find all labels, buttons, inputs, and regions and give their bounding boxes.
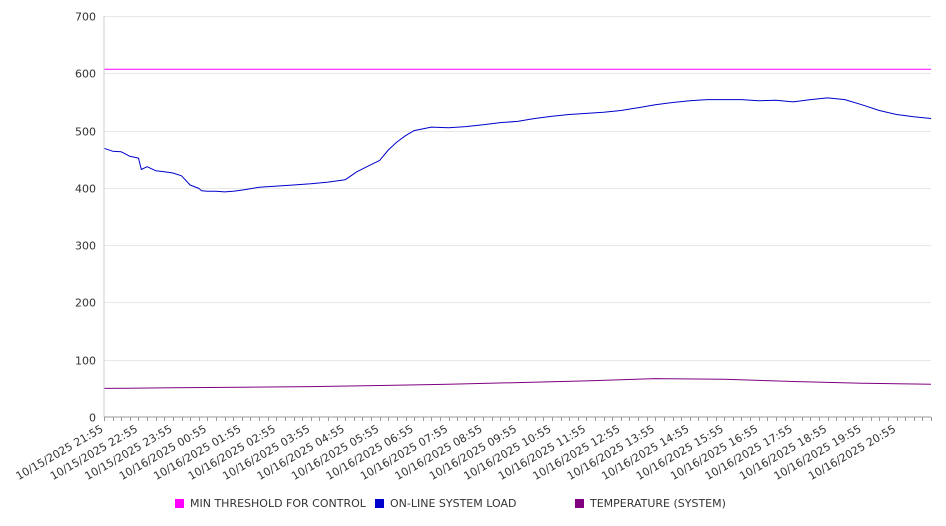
y-tick-label: 300 bbox=[75, 240, 96, 253]
series-line-3 bbox=[103, 378, 932, 389]
legend-swatch bbox=[175, 499, 184, 508]
y-tick-label: 100 bbox=[75, 355, 96, 368]
legend-item-threshold[interactable]: MIN THRESHOLD FOR CONTROL bbox=[175, 497, 366, 510]
y-tick-label: 700 bbox=[75, 11, 96, 24]
legend-item-system-load[interactable]: ON-LINE SYSTEM LOAD bbox=[375, 497, 516, 510]
y-tick-label: 500 bbox=[75, 126, 96, 139]
series-line-2 bbox=[103, 97, 932, 193]
y-tick-label: 0 bbox=[89, 412, 96, 425]
legend-label: MIN THRESHOLD FOR CONTROL bbox=[190, 497, 366, 510]
legend-item-temperature[interactable]: TEMPERATURE (SYSTEM) bbox=[575, 497, 726, 510]
y-tick-label: 200 bbox=[75, 297, 96, 310]
legend: MIN THRESHOLD FOR CONTROL ON-LINE SYSTEM… bbox=[0, 497, 946, 515]
legend-swatch bbox=[375, 499, 384, 508]
y-tick-label: 400 bbox=[75, 183, 96, 196]
legend-label: TEMPERATURE (SYSTEM) bbox=[590, 497, 726, 510]
y-axis-ticks: 0 100 200 300 400 500 600 700 bbox=[75, 11, 96, 425]
legend-swatch bbox=[575, 499, 584, 508]
legend-label: ON-LINE SYSTEM LOAD bbox=[390, 497, 517, 510]
y-tick-label: 600 bbox=[75, 68, 96, 81]
series-lines bbox=[103, 68, 932, 389]
grid-lines bbox=[104, 16, 931, 361]
